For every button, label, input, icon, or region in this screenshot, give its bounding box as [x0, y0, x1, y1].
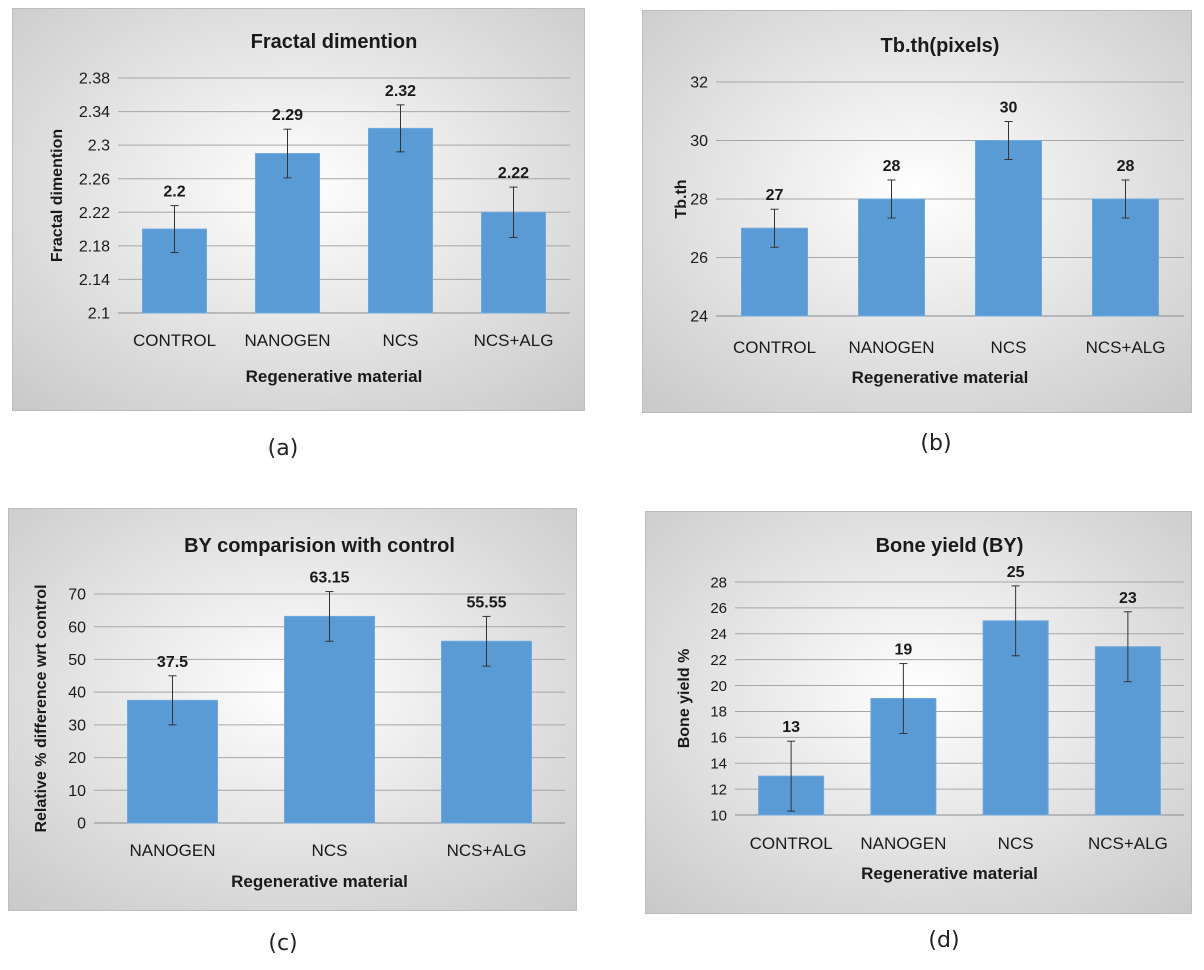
chart-svg: 2.1 2.14 2.18 2.22 2.26 2.3 2.34 2.38 2.2 CONTROL… [12, 8, 585, 411]
x-axis-label: Regenerative material [246, 367, 423, 386]
y-tick-label: 2.14 [79, 272, 110, 289]
x-tick-label: NANOGEN [849, 338, 935, 357]
y-tick-label: 2.22 [79, 205, 110, 222]
x-axis-label: Regenerative material [852, 368, 1029, 387]
chart-bone-yield: 10 12 14 16 18 20 22 24 26 28 13 CONTROL 19 NANOGEN 25… [645, 511, 1192, 914]
y-tick-label: 2.18 [79, 238, 110, 255]
x-tick-label: NANOGEN [130, 841, 216, 860]
y-tick-label: 2.34 [79, 104, 110, 121]
x-axis-label: Regenerative material [231, 872, 408, 891]
data-label: 27 [766, 187, 784, 204]
bar-ncs-alg [441, 640, 532, 824]
y-tick-label: 28 [710, 574, 727, 591]
y-tick-label: 2.38 [79, 71, 110, 88]
x-tick-label: NCS [998, 834, 1034, 853]
y-tick-label: 24 [710, 626, 727, 643]
y-tick-label: 18 [710, 704, 727, 721]
y-tick-label: 22 [710, 652, 727, 669]
bar-ncs [284, 615, 375, 824]
data-label: 37.5 [157, 654, 188, 671]
x-tick-label: NCS+ALG [1088, 834, 1168, 853]
data-label: 2.29 [272, 107, 303, 124]
data-label: 28 [1117, 158, 1135, 175]
y-tick-label: 30 [690, 133, 708, 150]
data-label: 25 [1007, 564, 1025, 581]
x-tick-label: NCS+ALG [474, 331, 554, 350]
data-label: 19 [894, 642, 912, 659]
x-tick-label: NCS [991, 338, 1027, 357]
x-tick-label: NANOGEN [245, 331, 331, 350]
x-tick-label: NANOGEN [860, 834, 946, 853]
y-tick-label: 26 [710, 600, 727, 617]
y-tick-label: 16 [710, 730, 727, 747]
chart-title: Fractal dimention [251, 31, 418, 53]
y-tick-label: 10 [710, 807, 727, 824]
chart-title: BY comparision with control [184, 535, 455, 557]
x-tick-label: CONTROL [133, 331, 216, 350]
y-tick-label: 30 [68, 717, 86, 734]
y-axis-label: Fractal dimention [49, 129, 66, 262]
bar-ncs [368, 127, 433, 314]
y-tick-label: 50 [68, 652, 86, 669]
x-tick-label: CONTROL [733, 338, 816, 357]
x-tick-label: NCS [312, 841, 348, 860]
caption-c: (c) [268, 931, 298, 956]
data-label: 63.15 [309, 570, 349, 587]
y-tick-label: 2.1 [88, 306, 110, 323]
data-label: 23 [1119, 590, 1137, 607]
y-tick-label: 20 [68, 750, 86, 767]
chart-by-comparision: 0 10 20 30 40 50 60 70 37.5 NANOGEN 63.15 NCS 55.55 N… [8, 508, 577, 911]
chart-svg: 24 26 28 30 32 27 CONTROL 28 NANOGEN 30 NCS 28 NCS+A… [642, 10, 1192, 413]
y-tick-label: 40 [68, 685, 86, 702]
chart-fractal-dimention: 2.1 2.14 2.18 2.22 2.26 2.3 2.34 2.38 2.2 CONTROL… [12, 8, 585, 411]
caption-a: (a) [267, 436, 299, 461]
data-label: 30 [1000, 99, 1018, 116]
y-tick-label: 20 [710, 678, 727, 695]
y-tick-label: 24 [690, 309, 708, 326]
caption-b: (b) [920, 431, 952, 456]
chart-title: Bone yield (BY) [876, 535, 1024, 557]
y-tick-label: 2.3 [88, 138, 110, 155]
chart-svg: 0 10 20 30 40 50 60 70 37.5 NANOGEN 63.15 NCS 55.55 N… [8, 508, 577, 911]
y-tick-label: 28 [690, 192, 708, 209]
y-tick-label: 0 [77, 816, 86, 833]
bar-nanogen [255, 153, 320, 314]
y-axis-label: Relative % difference wrt control [33, 584, 50, 832]
y-tick-label: 26 [690, 250, 708, 267]
y-tick-label: 10 [68, 783, 86, 800]
x-tick-label: NCS [383, 331, 419, 350]
x-tick-label: NCS+ALG [447, 841, 527, 860]
chart-svg: 10 12 14 16 18 20 22 24 26 28 13 CONTROL 19 NANOGEN 25… [645, 511, 1192, 914]
data-label: 2.32 [385, 83, 416, 100]
data-label: 28 [883, 158, 901, 175]
x-axis-label: Regenerative material [861, 864, 1038, 883]
chart-title: Tb.th(pixels) [881, 35, 1000, 57]
y-tick-label: 70 [68, 587, 86, 604]
x-tick-label: CONTROL [750, 834, 833, 853]
caption-d: (d) [928, 928, 960, 953]
y-tick-label: 14 [710, 755, 727, 772]
x-tick-label: NCS+ALG [1086, 338, 1166, 357]
y-tick-label: 2.26 [79, 171, 110, 188]
y-tick-label: 12 [710, 781, 727, 798]
data-label: 13 [782, 719, 800, 736]
y-axis-label: Bone yield % [676, 649, 693, 749]
y-axis-label: Tb.th [673, 179, 690, 218]
y-tick-label: 60 [68, 619, 86, 636]
data-label: 55.55 [466, 594, 506, 611]
data-label: 2.22 [498, 165, 529, 182]
y-tick-label: 32 [690, 75, 708, 92]
chart-tb-th: 24 26 28 30 32 27 CONTROL 28 NANOGEN 30 NCS 28 NCS+A… [642, 10, 1192, 413]
bar-ncs [975, 140, 1042, 317]
data-label: 2.2 [163, 184, 185, 201]
